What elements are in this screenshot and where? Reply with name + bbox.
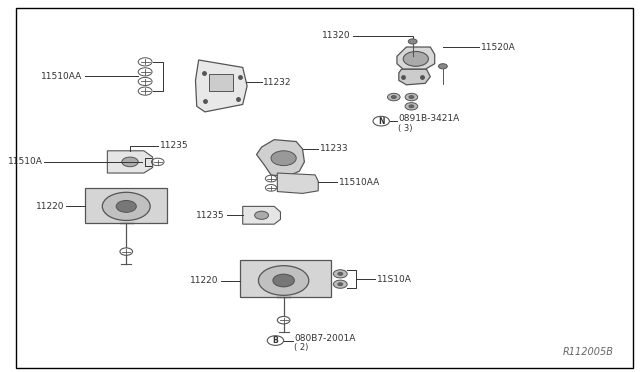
Circle shape [333,270,348,278]
Text: 11220: 11220 [36,202,65,211]
Text: 11235: 11235 [196,211,225,220]
Text: 11510AA: 11510AA [339,178,380,187]
Polygon shape [243,206,280,224]
Text: 11510AA: 11510AA [41,72,82,81]
Circle shape [403,51,428,66]
Circle shape [387,93,400,101]
Circle shape [391,96,396,99]
Polygon shape [399,69,430,85]
Circle shape [405,103,418,110]
Circle shape [409,96,414,99]
Circle shape [259,266,309,295]
Circle shape [405,93,418,101]
Text: 11220: 11220 [190,276,219,285]
Circle shape [338,283,343,286]
Polygon shape [108,151,153,173]
Circle shape [255,211,269,219]
Circle shape [273,274,294,287]
Circle shape [338,272,343,275]
Text: 11520A: 11520A [481,42,515,51]
Text: 080B7-2001A: 080B7-2001A [294,334,356,343]
Circle shape [122,157,138,167]
Text: R112005B: R112005B [563,347,614,357]
Circle shape [271,151,296,166]
Circle shape [102,192,150,221]
Polygon shape [277,173,318,193]
Polygon shape [85,188,167,223]
Circle shape [333,280,348,288]
Polygon shape [397,47,435,69]
Polygon shape [195,60,247,112]
FancyBboxPatch shape [209,74,233,92]
Text: ( 2): ( 2) [294,343,308,352]
Circle shape [116,201,136,212]
Circle shape [409,105,414,108]
Text: 11320: 11320 [323,31,351,41]
Circle shape [408,39,417,44]
Polygon shape [257,140,305,177]
Text: B: B [273,336,278,345]
Text: 11232: 11232 [263,78,291,87]
Polygon shape [239,260,331,297]
Text: 0891B-3421A: 0891B-3421A [398,115,460,124]
Text: 11235: 11235 [159,141,188,150]
Text: 11S10A: 11S10A [377,275,412,283]
Text: N: N [378,117,385,126]
Circle shape [438,64,447,69]
Text: 11510A: 11510A [8,157,42,166]
Text: ( 3): ( 3) [398,124,413,133]
Text: 11233: 11233 [320,144,349,153]
